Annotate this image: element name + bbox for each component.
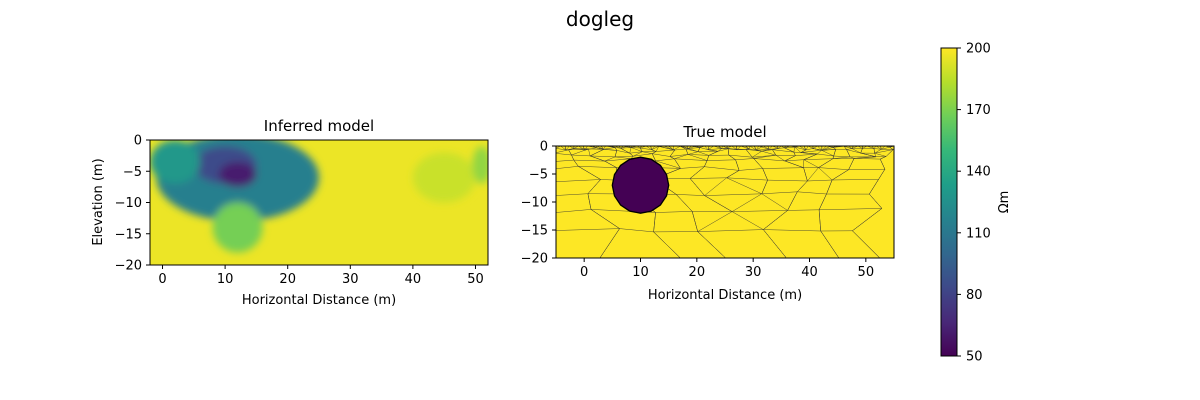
colorbar-label: Ωm: [997, 191, 1012, 214]
true-model-x-tick-label: 40: [801, 265, 818, 280]
true-model-x-tick-label: 0: [580, 265, 588, 280]
figure-suptitle: dogleg: [566, 7, 634, 31]
true-model-x-tick-label: 10: [632, 265, 649, 280]
inferred-model-x-label: Horizontal Distance (m): [242, 293, 396, 308]
inferred-model-anomaly: [212, 202, 263, 253]
true-model-panel: True model 0 10 20 30 40 50 0 −5 −10 −15 −20 Hori…: [521, 123, 895, 303]
colorbar: 50 80 110 140 170 200 Ωm: [940, 42, 1012, 365]
inferred-model-y-ticks: 0 −5 −10 −15 −20: [115, 134, 150, 274]
inferred-model-x-tick-label: 0: [158, 272, 166, 287]
colorbar-tick-label: 200: [966, 42, 991, 57]
true-model-anomaly: [611, 156, 670, 214]
true-model-x-tick-label: 20: [689, 265, 706, 280]
inferred-model-anomaly: [150, 140, 201, 184]
inferred-model-plot-area: [150, 140, 488, 265]
true-model-x-label: Horizontal Distance (m): [648, 288, 802, 303]
inferred-model-title: Inferred model: [264, 117, 374, 135]
inferred-model-y-tick-label: −10: [115, 196, 142, 211]
inferred-model-y-label: Elevation (m): [91, 158, 106, 245]
inferred-model-anomaly: [218, 161, 257, 187]
inferred-model-x-tick-label: 30: [342, 272, 359, 287]
inferred-model-anomalies: [150, 140, 488, 253]
true-model-plot-area: [556, 146, 894, 258]
colorbar-gradient: [940, 47, 958, 357]
colorbar-tick-label: 50: [966, 350, 983, 365]
inferred-model-anomaly: [412, 152, 476, 203]
true-model-y-tick-label: 0: [540, 140, 548, 155]
true-model-x-tick-label: 50: [858, 265, 875, 280]
inferred-model-panel: Inferred model 0 10 20 30 40 50 0−5−10−15−20 …: [91, 117, 489, 308]
true-model-x-tick-label: 30: [745, 265, 762, 280]
colorbar-tick-label: 170: [966, 103, 991, 118]
inferred-model-x-tick-label: 10: [217, 272, 234, 287]
true-model-y-tick-label: −20: [521, 252, 548, 267]
true-model-title: True model: [682, 123, 766, 141]
inferred-model-x-tick-label: 40: [405, 272, 422, 287]
inferred-model-x-tick-label: 20: [279, 272, 296, 287]
true-model-y-tick-label: −10: [521, 196, 548, 211]
colorbar-tick-label: 140: [966, 165, 991, 180]
colorbar-tick-label: 110: [966, 226, 991, 241]
inferred-model-y-tick-label: −20: [115, 259, 142, 274]
inferred-model-x-tick-label: 50: [467, 272, 484, 287]
colorbar-ticks: 50 80 110 140 170 200: [957, 42, 991, 365]
inferred-model-anomaly: [472, 146, 488, 184]
true-model-y-ticks: 0 −5 −10 −15 −20: [521, 140, 556, 267]
inferred-model-y-tick-label: −15: [115, 227, 142, 242]
inferred-model-x-ticks: 0 10 20 30 40 50: [158, 265, 484, 287]
inferred-model-y-tick-label: −5: [123, 165, 142, 180]
true-model-y-tick-label: −5: [529, 168, 548, 183]
inferred-model-y-tick-label: 0: [134, 134, 142, 149]
true-model-x-ticks: 0 10 20 30 40 50: [580, 258, 874, 280]
colorbar-tick-label: 80: [966, 288, 983, 303]
true-model-y-tick-label: −15: [521, 224, 548, 239]
true-model-background: [556, 146, 894, 258]
